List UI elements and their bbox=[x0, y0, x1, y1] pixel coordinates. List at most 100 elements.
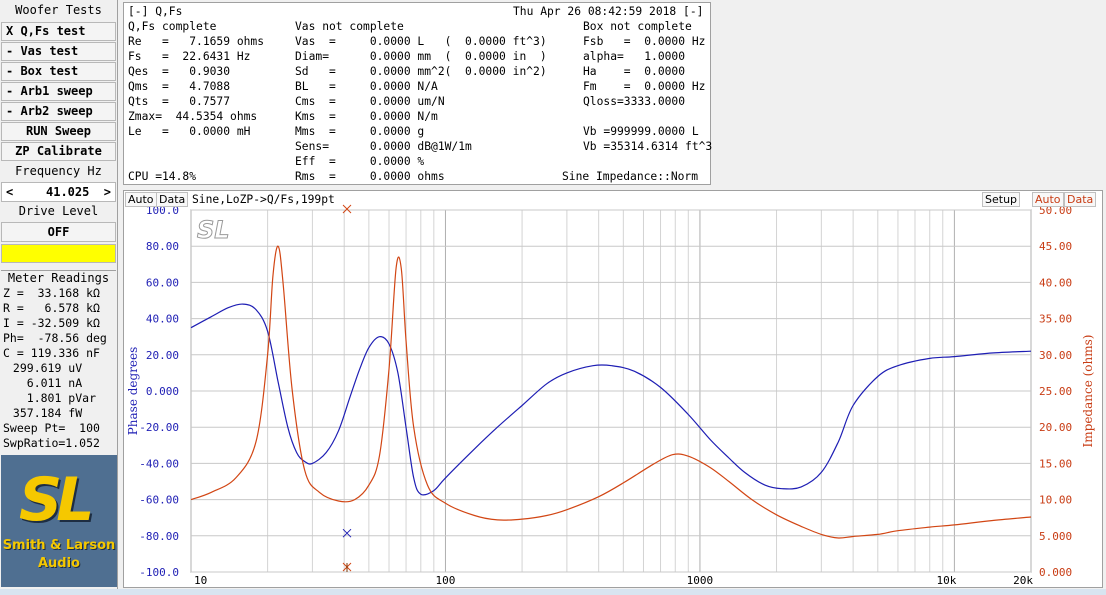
left-tick-label: -80.00 bbox=[139, 530, 179, 543]
sl-logo-mark: SL bbox=[19, 465, 94, 535]
x-tick-label: 10 bbox=[194, 574, 207, 587]
left-tick-label: 60.00 bbox=[146, 276, 179, 289]
left-tick-label: -40.00 bbox=[139, 457, 179, 470]
col2-row: Vas = 0.0000 L ( 0.0000 ft^3) bbox=[295, 35, 547, 48]
left-tick-label: 80.00 bbox=[146, 240, 179, 253]
left-data-button[interactable]: Data bbox=[156, 192, 189, 207]
logo-company-sub: Audio bbox=[37, 556, 80, 571]
smith-larson-logo: SL Smith & Larson Audio bbox=[1, 455, 117, 587]
right-tick-label: 0.000 bbox=[1039, 566, 1072, 579]
col3-row: Vb =999999.0000 L bbox=[583, 125, 699, 138]
left-axis-title: Phase degrees bbox=[126, 347, 140, 436]
meter-reading-row: Z = 33.168 kΩ bbox=[3, 286, 100, 300]
meter-reading-row: Sweep Pt= 100 bbox=[3, 421, 100, 435]
vas-section-title: Vas not complete bbox=[295, 20, 404, 33]
x-tick-label: 10k bbox=[937, 574, 957, 587]
right-auto-button[interactable]: Auto bbox=[1032, 192, 1064, 207]
right-tick-label: 10.00 bbox=[1039, 494, 1072, 507]
col2-row: Diam= 0.0000 mm ( 0.0000 in ) bbox=[295, 50, 547, 63]
panel-header-datetime: Thu Apr 26 08:42:59 2018 [-] bbox=[513, 5, 704, 18]
meter-reading-row: 6.011 nA bbox=[6, 376, 83, 390]
right-tick-label: 45.00 bbox=[1039, 240, 1072, 253]
col2-row: Sd = 0.0000 mm^2( 0.0000 in^2) bbox=[295, 65, 547, 78]
measurement-mode: Sine Impedance::Norm bbox=[562, 170, 699, 183]
drive-level-button[interactable]: OFF bbox=[1, 222, 116, 242]
panel-header-title[interactable]: [-] Q,Fs bbox=[128, 5, 183, 18]
col1-row: Qms = 4.7088 bbox=[128, 80, 231, 93]
frequency-decrease-button[interactable]: < bbox=[6, 185, 14, 199]
meter-reading-row: C = 119.336 nF bbox=[3, 346, 100, 360]
meter-reading-row: 299.619 uV bbox=[6, 361, 83, 375]
right-data-button[interactable]: Data bbox=[1064, 192, 1097, 207]
meter-reading-row: 1.801 pVar bbox=[6, 391, 97, 405]
col2-row: Eff = 0.0000 % bbox=[295, 155, 425, 168]
left-tick-label: -20.00 bbox=[139, 421, 179, 434]
left-tick-label: -60.00 bbox=[139, 494, 179, 507]
col2-row: Sens= 0.0000 dB@1W/1m bbox=[295, 140, 472, 153]
left-tick-label: 40.00 bbox=[146, 313, 179, 326]
impedance-curve bbox=[190, 245, 1032, 539]
left-tick-label: 0.000 bbox=[146, 385, 179, 398]
col1-row: Re = 7.1659 ohms bbox=[128, 35, 265, 48]
meter-reading-row: 357.184 fW bbox=[6, 406, 83, 420]
left-tick-label: 20.00 bbox=[146, 349, 179, 362]
meter-reading-row: I = -32.509 kΩ bbox=[3, 316, 100, 330]
qfs-section-title: Q,Fs complete bbox=[128, 20, 217, 33]
right-tick-label: 25.00 bbox=[1039, 385, 1072, 398]
col3-row: Fm = 0.0000 Hz bbox=[583, 80, 706, 93]
meter-reading-row: R = 6.578 kΩ bbox=[3, 301, 100, 315]
right-axis-title: Impedance (ohms) bbox=[1081, 335, 1095, 448]
phase-curve bbox=[190, 303, 1032, 496]
frequency-value[interactable]: 41.025 bbox=[46, 185, 90, 199]
zp-calibrate-button[interactable]: ZP Calibrate bbox=[1, 142, 116, 161]
col3-row: Qloss=3333.0000 bbox=[583, 95, 686, 108]
drive-level-indicator bbox=[1, 244, 116, 263]
run-sweep-button[interactable]: RUN Sweep bbox=[1, 122, 116, 141]
col2-row: Cms = 0.0000 um/N bbox=[295, 95, 445, 108]
right-tick-label: 5.000 bbox=[1039, 530, 1072, 543]
arb1-sweep-button[interactable]: - Arb1 sweep bbox=[1, 82, 116, 101]
bottom-border bbox=[0, 589, 1106, 595]
vas-test-button[interactable]: - Vas test bbox=[1, 42, 116, 61]
col3-row: Ha = 0.0000 bbox=[583, 65, 686, 78]
right-tick-label: 20.00 bbox=[1039, 421, 1072, 434]
box-test-button[interactable]: - Box test bbox=[1, 62, 116, 81]
col1-row: Qes = 0.9030 bbox=[128, 65, 231, 78]
impedance-phase-chart[interactable]: 100.0 80.00 60.00 40.00 20.00 0.000 -20.00 -40.… bbox=[124, 191, 1104, 589]
qfs-test-button[interactable]: X Q,Fs test bbox=[1, 22, 116, 41]
graph-panel: 100.0 80.00 60.00 40.00 20.00 0.000 -20.00 -40.… bbox=[123, 190, 1103, 588]
left-tick-label: -100.0 bbox=[139, 566, 179, 579]
x-tick-label: 20k bbox=[1013, 574, 1033, 587]
plot-watermark-logo: SL bbox=[197, 216, 230, 244]
col2-row: Kms = 0.0000 N/m bbox=[295, 110, 438, 123]
col2-row: Rms = 0.0000 ohms bbox=[295, 170, 445, 183]
cpu-usage: CPU =14.8% bbox=[128, 170, 197, 183]
arb2-sweep-button[interactable]: - Arb2 sweep bbox=[1, 102, 116, 121]
cursor-phase-marker bbox=[342, 528, 352, 538]
setup-button[interactable]: Setup bbox=[982, 192, 1021, 207]
frequency-increase-button[interactable]: > bbox=[103, 185, 111, 199]
left-auto-button[interactable]: Auto bbox=[125, 192, 157, 207]
meter-reading-row: Ph= -78.56 deg bbox=[3, 331, 107, 345]
results-panel: [-] Q,Fs Thu Apr 26 08:42:59 2018 [-] Q,… bbox=[123, 2, 713, 185]
col2-row: Mms = 0.0000 g bbox=[295, 125, 425, 138]
col1-row: Le = 0.0000 mH bbox=[128, 125, 251, 138]
logo-company-name: Smith & Larson bbox=[2, 538, 116, 553]
meter-reading-row: SwpRatio=1.052 bbox=[3, 436, 100, 450]
drive-level-label: Drive Level bbox=[18, 204, 99, 218]
woofer-tests-title: Woofer Tests bbox=[15, 3, 102, 17]
box-section-title: Box not complete bbox=[583, 20, 692, 33]
right-tick-label: 30.00 bbox=[1039, 349, 1072, 362]
right-tick-label: 35.00 bbox=[1039, 313, 1072, 326]
col3-row: Vb =35314.6314 ft^3 bbox=[583, 140, 713, 153]
left-tick-label: 100.0 bbox=[146, 204, 179, 217]
cursor-top-marker bbox=[342, 204, 352, 214]
col1-row: Fs = 22.6431 Hz bbox=[128, 50, 251, 63]
col1-row: Qts = 0.7577 bbox=[128, 95, 231, 108]
col2-row: BL = 0.0000 N/A bbox=[295, 80, 438, 93]
frequency-label: Frequency Hz bbox=[15, 164, 102, 178]
col1-row: Zmax= 44.5354 ohms bbox=[128, 110, 258, 123]
x-tick-label: 1000 bbox=[687, 574, 714, 587]
right-tick-label: 15.00 bbox=[1039, 457, 1072, 470]
right-tick-label: 50.00 bbox=[1039, 204, 1072, 217]
